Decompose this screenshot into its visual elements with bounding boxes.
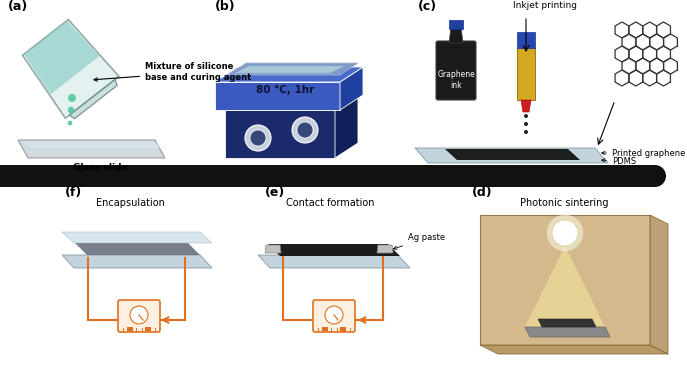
Polygon shape: [268, 244, 400, 256]
Circle shape: [524, 130, 528, 134]
Bar: [145, 327, 151, 331]
Polygon shape: [377, 245, 393, 253]
Polygon shape: [521, 100, 531, 112]
FancyBboxPatch shape: [313, 300, 355, 332]
Bar: [0, 165, 655, 187]
Bar: [322, 327, 328, 331]
Circle shape: [245, 125, 271, 151]
Polygon shape: [538, 319, 596, 327]
Text: (c): (c): [418, 0, 437, 13]
Bar: [340, 327, 346, 331]
Polygon shape: [225, 95, 358, 110]
FancyBboxPatch shape: [118, 300, 160, 332]
Circle shape: [524, 122, 528, 126]
Circle shape: [524, 114, 528, 118]
Text: (e): (e): [265, 186, 285, 199]
Polygon shape: [335, 95, 358, 158]
Polygon shape: [340, 67, 363, 110]
Polygon shape: [517, 48, 535, 100]
Text: Printed graphene: Printed graphene: [602, 149, 686, 157]
Circle shape: [250, 130, 266, 146]
Text: (b): (b): [215, 0, 236, 13]
Polygon shape: [265, 245, 281, 253]
Text: Encapsulation: Encapsulation: [95, 198, 164, 208]
Polygon shape: [225, 110, 335, 158]
Polygon shape: [20, 141, 163, 148]
Circle shape: [547, 215, 583, 251]
Polygon shape: [228, 63, 358, 75]
Polygon shape: [235, 66, 344, 73]
Text: Glass slide: Glass slide: [73, 163, 127, 172]
Text: PDMS: PDMS: [602, 156, 636, 166]
Polygon shape: [480, 215, 650, 345]
Polygon shape: [62, 232, 212, 243]
Circle shape: [552, 220, 578, 246]
Text: (d): (d): [472, 186, 493, 199]
Polygon shape: [69, 80, 117, 119]
Circle shape: [68, 94, 76, 102]
Polygon shape: [449, 27, 463, 43]
Text: Contact formation: Contact formation: [286, 198, 374, 208]
Polygon shape: [517, 32, 535, 48]
Polygon shape: [18, 140, 165, 158]
Text: (f): (f): [65, 186, 82, 199]
Polygon shape: [525, 246, 605, 327]
Text: Graphene
ink: Graphene ink: [437, 70, 475, 90]
Polygon shape: [215, 82, 340, 110]
Circle shape: [68, 107, 74, 113]
Wedge shape: [655, 165, 666, 187]
Polygon shape: [215, 67, 363, 82]
Text: 80 °C, 1hr: 80 °C, 1hr: [256, 85, 314, 95]
Text: (a): (a): [8, 0, 28, 13]
Circle shape: [325, 306, 343, 324]
Polygon shape: [0, 165, 32, 187]
Circle shape: [297, 122, 313, 138]
Polygon shape: [480, 345, 668, 354]
Polygon shape: [23, 19, 119, 118]
Polygon shape: [650, 215, 668, 354]
Polygon shape: [415, 148, 608, 163]
Polygon shape: [445, 149, 580, 160]
Text: Ag paste: Ag paste: [394, 233, 445, 250]
Polygon shape: [525, 327, 610, 337]
Circle shape: [67, 121, 72, 126]
Text: Photonic sintering: Photonic sintering: [520, 198, 609, 208]
Circle shape: [292, 117, 318, 143]
FancyBboxPatch shape: [436, 41, 476, 100]
Circle shape: [130, 306, 148, 324]
Text: Mixture of silicone
base and curing agent: Mixture of silicone base and curing agen…: [94, 62, 251, 82]
Text: Inkjet printing: Inkjet printing: [513, 1, 577, 10]
Polygon shape: [258, 255, 410, 268]
Polygon shape: [24, 21, 100, 94]
Polygon shape: [75, 243, 200, 255]
Bar: [127, 327, 133, 331]
Polygon shape: [62, 255, 212, 268]
Polygon shape: [449, 20, 463, 29]
